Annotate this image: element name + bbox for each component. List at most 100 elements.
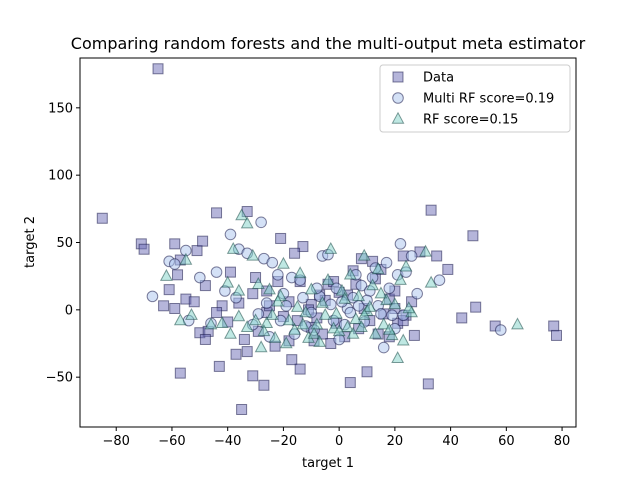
data-point-circle <box>210 266 223 278</box>
data-point-triangle <box>221 275 235 288</box>
data-point-square <box>247 288 259 300</box>
data-point-square <box>191 245 203 257</box>
data-point-triangle <box>338 291 352 304</box>
data-point-square <box>174 367 186 379</box>
data-point-triangle <box>204 317 218 330</box>
data-point-square <box>431 250 443 262</box>
data-point-triangle <box>293 266 307 279</box>
legend-marker-circle <box>392 92 404 104</box>
data-point-square <box>241 346 253 358</box>
y-tick-label: −50 <box>46 371 73 386</box>
legend-box <box>379 64 571 133</box>
y-tick-label: 150 <box>48 101 73 116</box>
data-point-circle <box>411 287 423 300</box>
data-point-triangle <box>419 244 432 257</box>
x-tick-label: 40 <box>442 434 459 449</box>
data-point-triangle <box>511 317 524 330</box>
data-point-triangle <box>257 324 271 337</box>
data-point-triangle <box>391 351 405 364</box>
data-point-triangle <box>263 282 276 295</box>
data-point-circle <box>386 309 398 322</box>
data-point-circle <box>194 271 206 284</box>
data-point-square <box>425 204 437 216</box>
data-point-square <box>169 238 181 250</box>
data-point-triangle <box>279 336 293 349</box>
data-point-triangle <box>296 317 310 330</box>
data-point-circle <box>224 228 237 241</box>
data-point-triangle <box>215 316 229 329</box>
data-point-circle <box>383 282 396 295</box>
data-point-triangle <box>388 297 402 310</box>
data-point-triangle <box>321 272 335 285</box>
data-point-circle <box>297 291 309 304</box>
data-point-triangle <box>159 268 173 281</box>
data-point-triangle <box>318 307 332 320</box>
data-point-circle <box>433 274 446 287</box>
x-tick-label: 60 <box>498 434 515 449</box>
data-point-circle <box>494 324 507 336</box>
data-point-square <box>230 348 242 360</box>
data-point-triangle <box>249 313 262 326</box>
data-point-triangle <box>332 324 346 337</box>
x-tick-label: 80 <box>554 434 571 449</box>
plot-area <box>96 63 562 415</box>
data-point-triangle <box>307 326 321 339</box>
data-point-triangle <box>304 282 318 295</box>
data-point-triangle <box>324 241 338 254</box>
y-tick-label: 0 <box>65 303 73 318</box>
data-point-square <box>548 320 560 332</box>
data-point-triangle <box>254 340 268 353</box>
data-point-square <box>361 366 373 378</box>
data-point-triangle <box>343 267 357 280</box>
data-point-circle <box>405 250 418 262</box>
data-point-square <box>169 302 181 314</box>
data-point-triangle <box>179 252 193 265</box>
data-point-triangle <box>374 286 388 299</box>
data-point-square <box>158 300 170 312</box>
data-point-circle <box>380 256 393 269</box>
data-point-square <box>289 247 301 259</box>
x-tick-label: 0 <box>335 434 343 449</box>
legend-label: RF score=0.15 <box>423 113 518 128</box>
data-point-triangle <box>329 306 343 319</box>
data-point-circle <box>355 279 368 292</box>
data-point-triangle <box>240 320 254 333</box>
data-point-triangle <box>377 317 391 330</box>
data-point-square <box>467 230 479 242</box>
data-point-triangle <box>232 309 246 322</box>
data-point-triangle <box>357 248 371 261</box>
data-point-square <box>275 232 287 244</box>
data-point-triangle <box>276 256 290 269</box>
data-point-circle <box>260 297 273 309</box>
data-point-triangle <box>290 299 304 312</box>
data-point-triangle <box>349 312 363 324</box>
data-point-triangle <box>251 276 265 289</box>
y-tick-label: 100 <box>48 169 73 184</box>
data-point-square <box>258 379 270 391</box>
data-point-square <box>213 360 225 372</box>
data-point-square <box>297 241 309 253</box>
data-point-square <box>294 363 306 375</box>
data-point-triangle <box>366 278 380 291</box>
data-point-square <box>456 312 468 324</box>
data-point-triangle <box>185 307 198 320</box>
data-point-circle <box>394 238 407 250</box>
data-point-square <box>408 329 420 341</box>
data-point-circle <box>272 269 284 281</box>
legend: Data Multi RF score=0.19 RF score=0.15 <box>379 64 571 133</box>
data-point-triangle <box>402 301 416 314</box>
data-point-triangle <box>380 293 393 306</box>
data-point-square <box>138 243 150 255</box>
data-point-triangle <box>341 320 354 333</box>
data-point-triangle <box>232 283 246 296</box>
y-tick-label: 50 <box>56 236 73 251</box>
data-point-square <box>172 269 184 281</box>
data-point-triangle <box>382 322 396 335</box>
data-point-circle <box>266 256 279 269</box>
data-point-triangle <box>315 295 329 308</box>
data-point-square <box>197 235 209 247</box>
data-point-triangle <box>396 333 410 346</box>
data-point-triangle <box>394 272 407 285</box>
data-point-triangle <box>226 241 240 254</box>
